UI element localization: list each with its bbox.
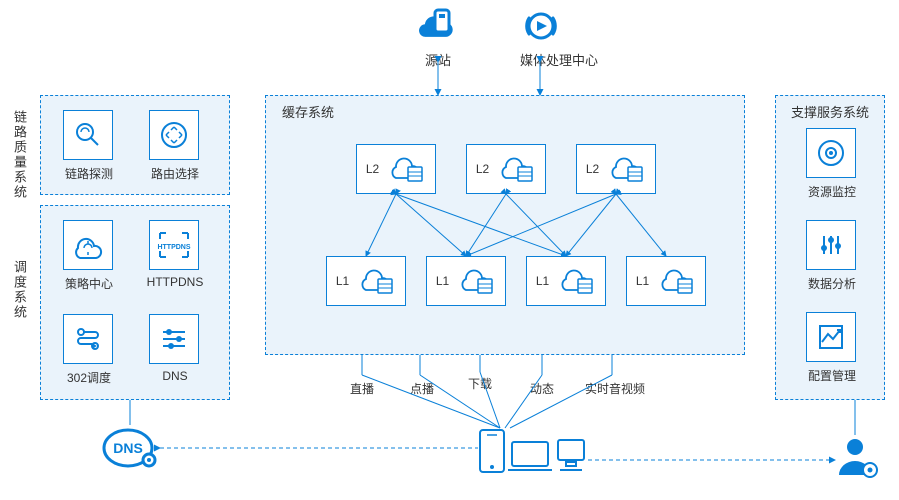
policy-center-icon [72, 230, 104, 260]
svg-text:DNS: DNS [113, 440, 143, 456]
route-select-label: 路由选择 [140, 165, 210, 182]
origin-label: 源站 [415, 50, 461, 69]
link-probe-label: 链路探测 [54, 165, 124, 182]
cloud-server-icon [356, 265, 396, 297]
cloud-server-icon [456, 265, 496, 297]
policy-center-box: 策略中心 [63, 220, 113, 270]
dns-settings-icon [159, 324, 189, 354]
link-quality-panel: 链路探测 路由选择 [40, 95, 230, 195]
cloud-server-icon [656, 265, 696, 297]
data-analytics-icon [816, 230, 846, 260]
client-tag: 点播 [410, 380, 434, 397]
monitor-box: 资源监控 [806, 128, 856, 178]
link-probe-box: 链路探测 [63, 110, 113, 160]
svg-text:HTTPDNS: HTTPDNS [157, 244, 190, 251]
route-select-box: 路由选择 [149, 110, 199, 160]
admin-user-icon [835, 435, 879, 479]
route-select-icon [159, 120, 189, 150]
httpdns-label: HTTPDNS [140, 275, 210, 289]
cache-title: 缓存系统 [282, 102, 334, 121]
analytics-label: 数据分析 [797, 275, 867, 292]
cache-l1-node: L1 [626, 256, 706, 306]
cache-l2-node: L2 [576, 144, 656, 194]
dns-oval-icon: DNS [100, 425, 160, 471]
media-label: 媒体处理中心 [520, 50, 598, 69]
policy-center-label: 策略中心 [54, 275, 124, 292]
client-devices [478, 428, 588, 479]
cloud-server-icon [386, 153, 426, 185]
redirect-302-icon [73, 324, 103, 354]
media-center: 媒体处理中心 [520, 8, 598, 69]
monitor-label: 资源监控 [797, 183, 867, 200]
client-tag: 下载 [468, 375, 492, 392]
link-quality-title: 链路质量系统 [10, 110, 29, 200]
cache-l2-node: L2 [356, 144, 436, 194]
config-label: 配置管理 [797, 367, 867, 384]
httpdns-box: HTTPDNS HTTPDNS [149, 220, 199, 270]
scheduler-panel: 策略中心 HTTPDNS HTTPDNS 302调度 DNS [40, 205, 230, 400]
support-panel: 支撑服务系统 资源监控 数据分析 配置管理 [775, 95, 885, 400]
origin-cloud-icon [415, 8, 461, 46]
cloud-server-icon [496, 153, 536, 185]
cache-l2-node: L2 [466, 144, 546, 194]
client-tag: 实时音视频 [585, 380, 645, 397]
scheduler-title: 调度系统 [10, 260, 29, 320]
redirect-302-box: 302调度 [63, 314, 113, 364]
cache-l1-node: L1 [426, 256, 506, 306]
cache-mesh-lines [266, 96, 744, 354]
support-title: 支撑服务系统 [776, 102, 884, 121]
httpdns-icon: HTTPDNS [157, 230, 191, 260]
redirect-302-label: 302调度 [54, 369, 124, 386]
media-center-icon [520, 8, 562, 46]
monitor-eye-icon [816, 138, 846, 168]
client-tag: 动态 [530, 380, 554, 397]
dns-node: DNS [100, 425, 160, 474]
cloud-server-icon [606, 153, 646, 185]
devices-icon [478, 428, 588, 476]
cache-panel: 缓存系统 L2 L2 L2 L1 L1 L1 L1 [265, 95, 745, 355]
origin-station: 源站 [415, 8, 461, 69]
config-box: 配置管理 [806, 312, 856, 362]
cache-l1-node: L1 [526, 256, 606, 306]
analytics-box: 数据分析 [806, 220, 856, 270]
link-probe-icon [73, 120, 103, 150]
dns-settings-label: DNS [140, 369, 210, 383]
admin-user [835, 435, 879, 482]
config-mgmt-icon [816, 322, 846, 352]
cloud-server-icon [556, 265, 596, 297]
client-tag: 直播 [350, 380, 374, 397]
cache-l1-node: L1 [326, 256, 406, 306]
dns-settings-box: DNS [149, 314, 199, 364]
